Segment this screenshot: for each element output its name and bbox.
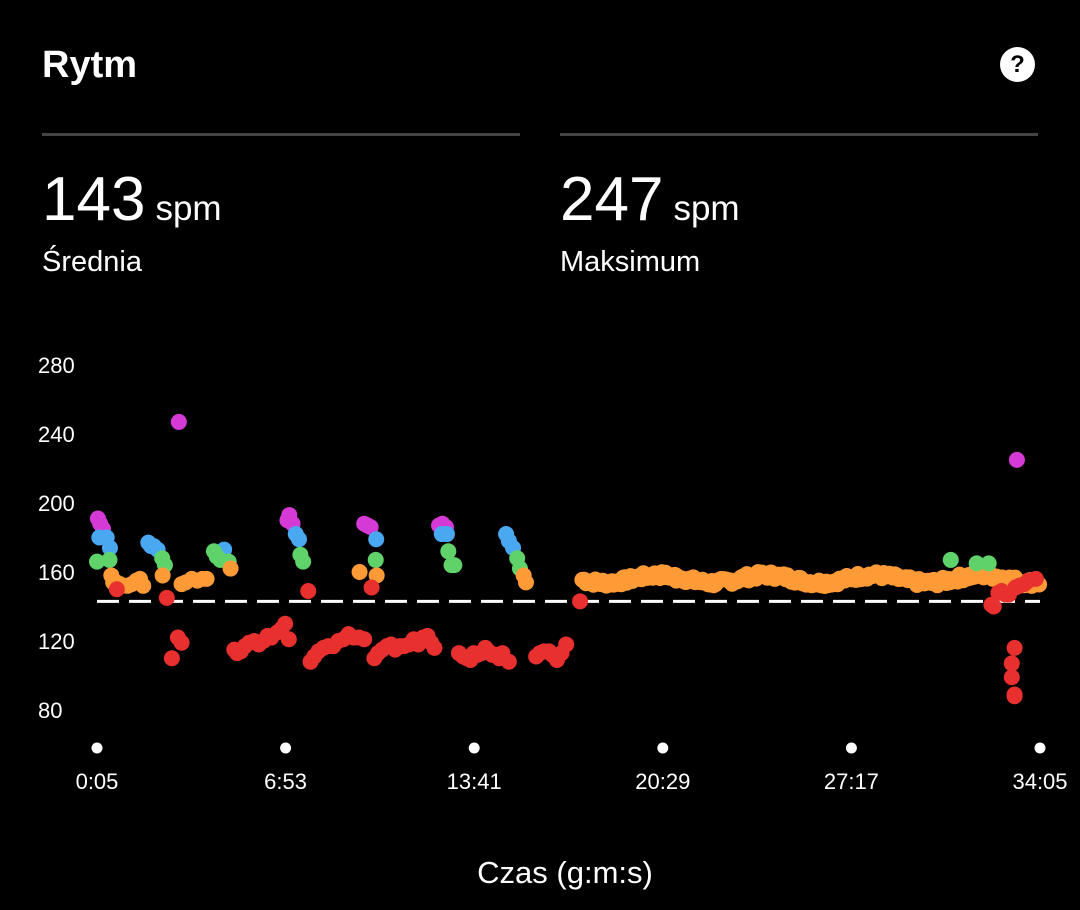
y-tick-label-160: 160	[38, 560, 75, 585]
data-point-red	[426, 639, 443, 656]
stat-average-label: Średnia	[42, 246, 142, 278]
data-point-red	[300, 582, 317, 599]
y-tick-label-280: 280	[38, 353, 75, 378]
x-tick-label-4: 27:17	[824, 769, 879, 794]
x-tick-label-5: 34:05	[1012, 769, 1067, 794]
data-point-purple	[362, 519, 379, 536]
data-point-blue	[368, 531, 385, 548]
x-tick-dot-0	[91, 742, 103, 754]
y-tick-label-120: 120	[38, 629, 75, 654]
data-point-green	[980, 555, 997, 572]
divider-left	[42, 133, 520, 136]
data-point-green	[101, 551, 118, 568]
x-tick-dot-5	[1034, 742, 1046, 754]
data-point-green	[440, 543, 457, 560]
data-point-red	[500, 653, 517, 670]
page-title: Rytm	[42, 44, 138, 86]
data-point-blue	[438, 526, 455, 543]
data-point-red	[558, 636, 575, 653]
data-point-orange	[198, 570, 215, 587]
data-point-orange	[668, 572, 685, 589]
data-point-red	[983, 596, 1000, 613]
stat-average: 143 spm Średnia	[42, 168, 222, 279]
data-point-purple	[1008, 451, 1025, 468]
divider-right	[560, 133, 1038, 136]
data-point-red	[173, 634, 190, 651]
x-tick-label-3: 20:29	[635, 769, 690, 794]
data-point-red	[1006, 639, 1023, 656]
data-point-red	[572, 593, 589, 610]
data-point-blue	[291, 531, 308, 548]
data-point-green	[942, 551, 959, 568]
x-tick-dot-1	[280, 742, 292, 754]
data-point-green	[367, 551, 384, 568]
data-point-red	[356, 631, 373, 648]
y-tick-label-80: 80	[38, 698, 62, 723]
data-point-orange	[154, 567, 171, 584]
x-tick-label-1: 6:53	[264, 769, 307, 794]
data-point-purple	[170, 413, 187, 430]
data-point-orange	[222, 560, 239, 577]
data-point-red	[158, 589, 175, 606]
data-point-green	[446, 557, 463, 574]
stat-maximum: 247 spm Maksimum	[560, 168, 740, 279]
data-point-orange	[517, 574, 534, 591]
data-point-orange	[351, 564, 368, 580]
x-tick-dot-2	[468, 742, 480, 754]
stat-average-value: 143	[42, 165, 146, 234]
x-tick-label-0: 0:05	[76, 769, 119, 794]
data-point-orange	[368, 567, 385, 584]
data-point-red	[1027, 570, 1044, 587]
stat-average-unit: spm	[155, 189, 222, 228]
data-point-red	[277, 615, 294, 632]
data-point-orange	[135, 577, 152, 594]
stat-maximum-value: 247	[560, 165, 664, 234]
stat-maximum-unit: spm	[673, 189, 740, 228]
y-tick-label-240: 240	[38, 422, 75, 447]
x-tick-dot-3	[657, 742, 669, 754]
help-icon[interactable]: ?	[1000, 47, 1035, 82]
y-tick-label-200: 200	[38, 491, 75, 516]
x-axis-title: Czas (g:m:s)	[477, 855, 653, 890]
data-point-red	[280, 631, 297, 648]
data-point-red	[363, 579, 380, 596]
stat-maximum-label: Maksimum	[560, 246, 701, 278]
data-point-red	[163, 650, 180, 667]
data-point-blue	[101, 539, 118, 556]
data-point-red	[1003, 669, 1020, 686]
data-point-green	[89, 553, 105, 570]
data-point-red	[1006, 688, 1023, 705]
x-tick-dot-4	[845, 742, 857, 754]
data-point-red	[108, 581, 125, 598]
data-point-green	[968, 555, 985, 572]
data-point-red	[1003, 655, 1020, 672]
data-point-green	[295, 553, 312, 570]
x-tick-label-2: 13:41	[447, 769, 502, 794]
